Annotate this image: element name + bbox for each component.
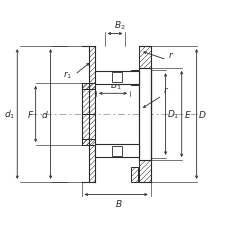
Bar <box>112 73 121 83</box>
Bar <box>88 47 95 114</box>
Bar <box>95 145 139 158</box>
Text: $B$: $B$ <box>114 198 122 209</box>
Text: $B_2$: $B_2$ <box>113 19 125 32</box>
Bar <box>81 139 95 145</box>
Bar <box>112 146 121 156</box>
Text: $F$: $F$ <box>26 109 34 120</box>
Bar <box>139 47 150 69</box>
Bar <box>131 71 137 86</box>
Text: $B_1$: $B_1$ <box>109 79 121 92</box>
Text: $d$: $d$ <box>41 109 49 120</box>
Text: $r$: $r$ <box>167 49 173 59</box>
Bar <box>81 84 88 114</box>
Bar <box>139 160 150 182</box>
Text: $d_1$: $d_1$ <box>4 108 15 121</box>
Text: $r$: $r$ <box>163 85 169 95</box>
Bar <box>88 114 95 182</box>
Text: $r_1$: $r_1$ <box>63 70 72 81</box>
Bar <box>81 84 95 90</box>
Bar <box>139 69 150 160</box>
Bar <box>81 114 88 145</box>
Text: $D$: $D$ <box>198 109 206 120</box>
Bar <box>131 167 137 182</box>
Text: $E$: $E$ <box>183 109 190 120</box>
Text: $D_1$: $D_1$ <box>167 108 179 121</box>
Bar <box>95 71 139 84</box>
